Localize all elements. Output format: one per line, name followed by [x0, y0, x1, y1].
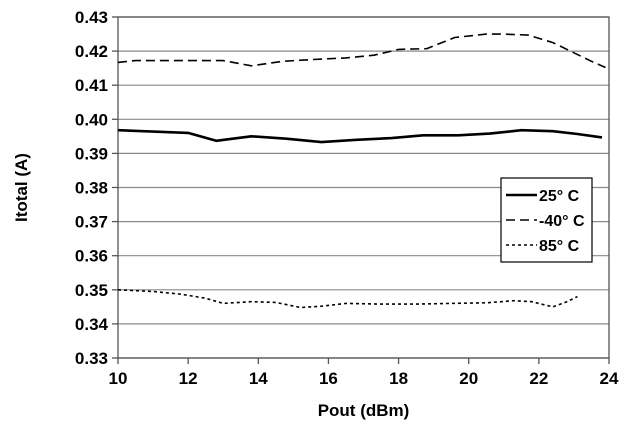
y-tick-label: 0.36 — [75, 247, 108, 266]
y-tick-label: 0.38 — [75, 179, 108, 198]
x-tick-label: 18 — [389, 369, 408, 388]
x-tick-label: 20 — [459, 369, 478, 388]
y-axis-title: Itotal (A) — [12, 153, 31, 222]
x-tick-label: 14 — [249, 369, 268, 388]
y-tick-labels: 0.33 0.34 0.35 0.36 0.37 0.38 0.39 0.40 0.41 0.42… — [75, 8, 109, 368]
series-line-1 — [117, 33, 606, 69]
legend-label-0: 25° C — [539, 188, 580, 205]
legend-box — [500, 177, 593, 263]
series-line-2 — [117, 289, 578, 309]
x-tick-label: 22 — [529, 369, 548, 388]
series-lines — [117, 33, 606, 309]
y-tick-label: 0.33 — [75, 349, 108, 368]
x-tick-label: 10 — [109, 369, 128, 388]
x-tick-labels: 10 12 14 16 18 20 22 24 — [109, 369, 619, 388]
legend: 25° C -40° C 85° C — [500, 177, 593, 263]
y-tick-label: 0.35 — [75, 281, 108, 300]
y-tick-label: 0.39 — [75, 144, 108, 163]
series-line-0 — [117, 128, 603, 144]
legend-label-2: 85° C — [539, 238, 580, 255]
plot-frame — [112, 16, 610, 364]
y-tick-label: 0.34 — [75, 315, 109, 334]
y-tick-label: 0.43 — [75, 8, 108, 27]
y-tick-label: 0.42 — [75, 42, 108, 61]
x-axis-title: Pout (dBm) — [318, 401, 410, 420]
legend-items: 25° C -40° C 85° C — [506, 188, 585, 255]
x-tick-label: 16 — [319, 369, 338, 388]
y-tick-label: 0.37 — [75, 213, 108, 232]
y-tick-label: 0.41 — [75, 76, 108, 95]
legend-label-1: -40° C — [539, 213, 585, 230]
x-tick-label: 12 — [179, 369, 198, 388]
y-tick-label: 0.40 — [75, 110, 108, 129]
x-tick-label: 24 — [600, 369, 619, 388]
